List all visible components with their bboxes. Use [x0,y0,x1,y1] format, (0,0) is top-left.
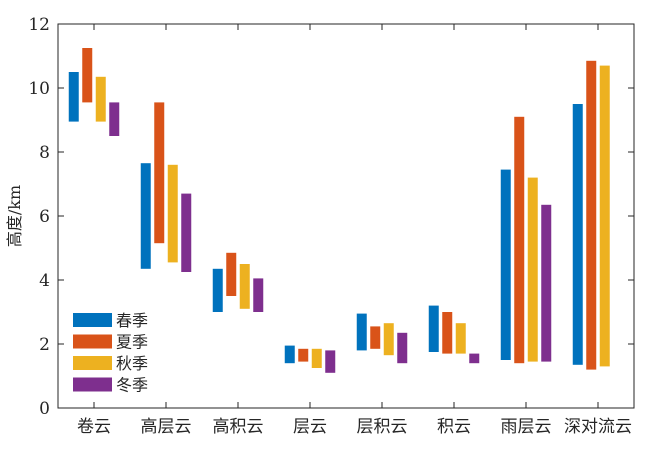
y-tick-label-5: 10 [28,79,50,99]
legend-swatch-2 [73,356,112,370]
x-axis: 卷云 高层云 高积云 层云 层积云 积云 雨层云 深对流云 [77,24,632,437]
x-tick-label-7: 深对流云 [564,417,632,437]
x-tick-label-0: 卷云 [77,417,111,437]
bar-2-0 [212,268,223,312]
bar-5-2 [455,323,466,354]
bar-2-2 [239,264,250,309]
bar-5-0 [428,305,439,352]
y-tick-label-6: 12 [28,15,50,35]
bar-7-2 [599,65,610,367]
y-tick-label-1: 2 [39,335,50,355]
bar-6-2 [527,177,538,362]
bar-1-1 [154,102,165,244]
legend-label-3: 冬季 [116,376,148,395]
bar-0-1 [82,48,93,103]
bar-3-1 [298,348,309,362]
bar-1-2 [167,164,178,263]
x-tick-label-5: 积云 [437,417,471,437]
bar-7-0 [572,104,583,365]
bar-4-2 [383,323,394,356]
bar-4-1 [370,326,381,349]
plot-area [58,24,634,408]
bar-0-0 [68,72,79,122]
bar-6-1 [514,116,525,364]
bar-6-3 [541,204,552,362]
bar-1-0 [140,163,151,269]
x-tick-label-4: 层积云 [357,417,408,437]
y-tick-label-4: 8 [39,143,50,163]
bar-3-0 [284,345,295,364]
y-tick-label-2: 4 [39,271,50,291]
bar-6-0 [500,169,511,360]
bar-0-2 [95,76,106,122]
x-tick-label-1: 高层云 [141,417,192,437]
y-tick-label-0: 0 [39,399,50,419]
bar-2-1 [226,252,237,296]
x-tick-label-2: 高积云 [213,417,264,437]
y-tick-label-3: 6 [39,207,50,227]
legend-label-2: 秋季 [116,354,148,373]
x-tick-label-3: 层云 [293,417,327,437]
legend-swatch-3 [73,377,112,392]
legend-swatch-0 [73,313,112,327]
bar-4-0 [356,313,367,351]
y-axis: 0 2 4 6 8 10 12 [28,15,634,419]
bar-5-1 [442,312,453,354]
legend-label-1: 夏季 [116,333,148,352]
bar-1-3 [181,193,192,272]
bars-layer [68,48,610,373]
y-axis-title: 高度/km [5,185,24,247]
bar-4-3 [397,332,408,364]
bar-7-1 [586,60,597,370]
legend-swatch-1 [73,334,112,349]
legend-label-0: 春季 [116,311,148,330]
bar-5-3 [469,353,480,364]
bar-2-3 [253,278,264,312]
bar-3-3 [325,350,336,373]
x-tick-label-6: 雨层云 [501,417,552,437]
bar-3-2 [311,348,322,368]
bar-0-3 [109,102,120,136]
